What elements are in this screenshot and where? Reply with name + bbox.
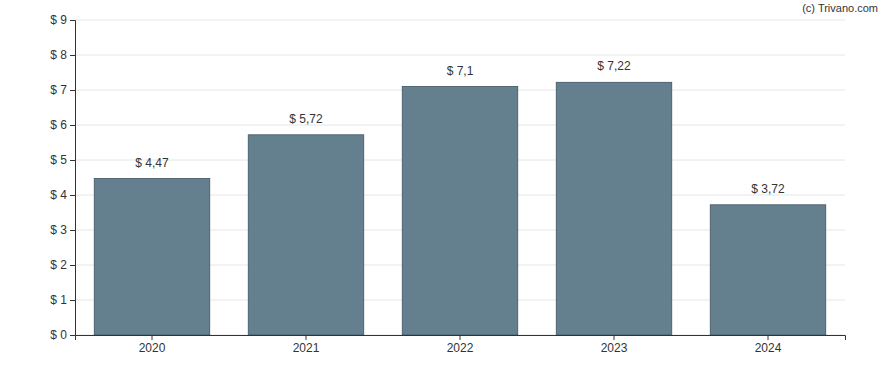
x-tick: 2020 <box>139 335 166 355</box>
y-tick-label: $ 9 <box>50 13 67 27</box>
y-tick-mark <box>70 160 75 161</box>
grid-line <box>75 55 845 56</box>
y-tick-label: $ 5 <box>50 153 67 167</box>
y-tick-mark <box>70 230 75 231</box>
y-tick-mark <box>70 20 75 21</box>
y-tick: $ 0 <box>50 328 75 342</box>
x-tick: 2022 <box>447 335 474 355</box>
x-axis-line <box>76 336 846 341</box>
bar <box>710 205 826 335</box>
bar <box>402 87 518 336</box>
data-label: $ 4,47 <box>135 156 169 170</box>
bars <box>94 82 826 335</box>
x-tick-mark <box>614 335 615 340</box>
x-tick-label: 2021 <box>293 341 320 355</box>
y-tick: $ 7 <box>50 83 75 97</box>
x-tick: 2024 <box>755 335 782 355</box>
bar <box>94 179 210 335</box>
annotation: (c) Trivano.com <box>802 2 878 14</box>
y-tick-mark <box>70 125 75 126</box>
y-axis: $ 0 $ 1 $ 2 $ 3 $ 4 $ 5 $ 6 $ 7 $ 8 $ 9 <box>50 13 75 342</box>
y-tick-mark <box>70 55 75 56</box>
y-tick-label: $ 1 <box>50 293 67 307</box>
grid <box>75 20 845 335</box>
x-tick-mark <box>460 335 461 340</box>
x-tick-label: 2022 <box>447 341 474 355</box>
x-tick-mark <box>768 335 769 340</box>
data-label: $ 3,72 <box>751 182 785 196</box>
y-tick: $ 2 <box>50 258 75 272</box>
grid-line <box>75 20 845 21</box>
y-tick-label: $ 7 <box>50 83 67 97</box>
y-tick: $ 4 <box>50 188 75 202</box>
y-tick-label: $ 3 <box>50 223 67 237</box>
y-tick-label: $ 0 <box>50 328 67 342</box>
x-tick-label: 2020 <box>139 341 166 355</box>
chart: $ 0$ 1$ 2$ 3$ 4$ 5$ 6$ 7$ 8$ 92020202120… <box>0 0 888 370</box>
y-tick-label: $ 6 <box>50 118 67 132</box>
x-axis: 2020 2021 2022 2023 2024 <box>76 335 846 355</box>
y-axis-line <box>70 21 76 336</box>
x-tick-mark <box>152 335 153 340</box>
y-tick-mark <box>70 265 75 266</box>
y-tick-label: $ 8 <box>50 48 67 62</box>
y-tick: $ 5 <box>50 153 75 167</box>
data-labels: $ 4,47 $ 5,72 $ 7,1 $ 7,22 $ 3,72 <box>135 59 785 196</box>
data-label: $ 7,22 <box>597 59 631 73</box>
data-label: $ 5,72 <box>289 112 323 126</box>
x-tick: 2021 <box>293 335 320 355</box>
y-tick: $ 1 <box>50 293 75 307</box>
data-label: $ 7,1 <box>447 64 474 78</box>
y-tick: $ 6 <box>50 118 75 132</box>
x-tick-label: 2023 <box>601 341 628 355</box>
bar <box>248 135 364 335</box>
x-tick-mark <box>306 335 307 340</box>
y-tick: $ 3 <box>50 223 75 237</box>
y-tick-mark <box>70 195 75 196</box>
x-tick-label: 2024 <box>755 341 782 355</box>
y-tick-mark <box>70 90 75 91</box>
y-tick: $ 9 <box>50 13 75 27</box>
y-tick-label: $ 4 <box>50 188 67 202</box>
bar <box>556 82 672 335</box>
x-tick: 2023 <box>601 335 628 355</box>
y-tick-mark <box>70 300 75 301</box>
y-tick-mark <box>70 335 75 336</box>
y-tick: $ 8 <box>50 48 75 62</box>
y-tick-label: $ 2 <box>50 258 67 272</box>
